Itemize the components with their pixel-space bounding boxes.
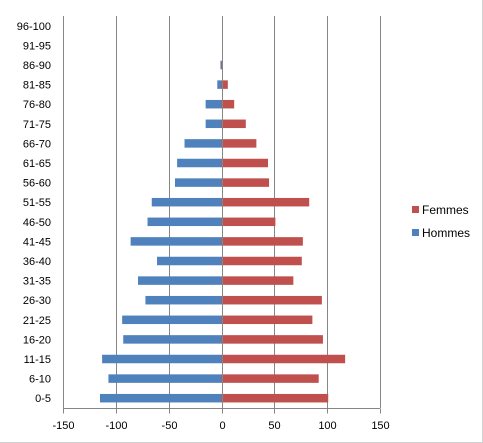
bar-femmes (221, 119, 246, 129)
bar-hommes (184, 139, 222, 148)
bar-femmes (221, 158, 268, 168)
bar-femmes (221, 217, 276, 227)
bar-femmes (221, 139, 257, 148)
bar-femmes (221, 315, 313, 325)
legend-swatch-femmes (412, 206, 419, 213)
bar-femmes (221, 295, 322, 305)
legend-label-hommes: Hommes (422, 226, 470, 240)
bar-femmes (221, 237, 303, 246)
x-tick-label: -50 (162, 420, 178, 432)
legend: Femmes Hommes (412, 203, 470, 240)
y-tick-label: 81-85 (23, 80, 51, 92)
bar-femmes (221, 99, 235, 109)
bars (99, 60, 346, 403)
y-tick-label: 6-10 (29, 374, 51, 386)
axes: 96-100 91-95 86-90 81-85 76-80 71-75 66-70 61-6… (17, 16, 390, 432)
y-tick-label: 11-15 (24, 354, 51, 366)
bar-femmes (221, 374, 319, 383)
bar-hommes (205, 99, 222, 109)
y-tick-label: 0-5 (35, 393, 51, 405)
bar-hommes (138, 276, 222, 285)
y-tick-label: 86-90 (23, 60, 51, 72)
bar-hommes (205, 119, 222, 129)
bar-femmes (221, 354, 346, 364)
legend-swatch-hommes (412, 229, 419, 236)
bar-hommes (175, 178, 222, 187)
bar-femmes (221, 393, 329, 403)
bar-femmes (221, 335, 323, 344)
y-tick-label: 36-40 (23, 256, 51, 268)
bar-hommes (108, 374, 222, 383)
bar-femmes (221, 80, 228, 89)
x-tick-label: 100 (318, 420, 336, 432)
x-tick-label: 50 (268, 420, 280, 432)
bar-hommes (217, 80, 222, 89)
y-tick-label: 96-100 (17, 21, 51, 33)
bar-femmes (221, 276, 294, 285)
legend-label-femmes: Femmes (422, 203, 469, 217)
y-tick-label: 56-60 (23, 178, 51, 190)
bar-hommes (102, 354, 222, 364)
bar-hommes (177, 158, 222, 168)
x-tick-label: 150 (371, 420, 389, 432)
y-tick-label: 61-65 (23, 158, 51, 170)
y-tick-label: 26-30 (23, 295, 51, 307)
y-tick-label: 71-75 (23, 119, 51, 131)
y-tick-label: 21-25 (23, 315, 51, 327)
bar-hommes (157, 256, 222, 266)
bar-femmes (221, 178, 270, 187)
y-tick-label: 76-80 (23, 99, 51, 111)
gridlines (63, 16, 381, 408)
y-tick-label: 46-50 (23, 217, 51, 229)
x-tick-label: -100 (105, 420, 127, 432)
bar-hommes (130, 237, 222, 246)
x-tick-label: -150 (52, 420, 74, 432)
bar-hommes (220, 60, 222, 70)
y-tick-label: 66-70 (23, 138, 51, 150)
bar-hommes (122, 315, 222, 325)
y-tick-label: 31-35 (23, 276, 51, 288)
bar-hommes (145, 295, 222, 305)
bar-hommes (123, 335, 222, 344)
x-tick-label: 0 (219, 420, 225, 432)
y-tick-label: 16-20 (23, 334, 51, 346)
bar-femmes (221, 256, 302, 266)
y-tick-label: 91-95 (23, 40, 51, 52)
y-tick-label: 51-55 (23, 197, 51, 209)
bar-femmes (221, 197, 310, 207)
bar-hommes (147, 217, 222, 227)
y-tick-label: 41-45 (23, 236, 51, 248)
bar-hommes (99, 393, 222, 403)
bar-hommes (151, 197, 222, 207)
